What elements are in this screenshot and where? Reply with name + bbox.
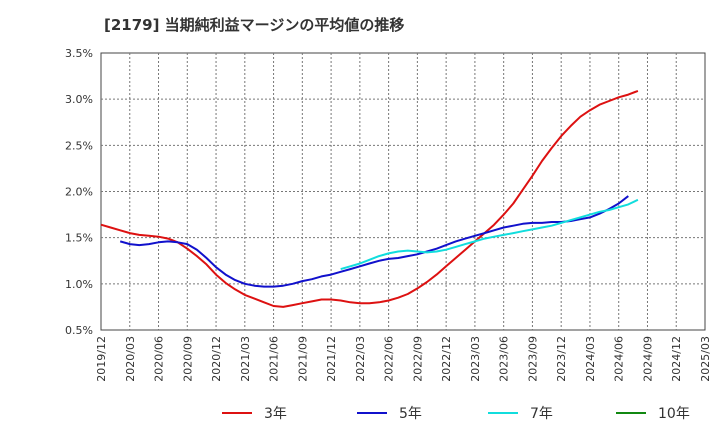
x-tick-label: 2020/09 bbox=[181, 336, 194, 382]
y-tick-label: 1.0% bbox=[65, 278, 93, 291]
x-tick-label: 2020/06 bbox=[153, 336, 166, 382]
legend-label: 7年 bbox=[530, 406, 553, 422]
y-tick-label: 1.5% bbox=[65, 232, 93, 245]
x-tick-label: 2023/03 bbox=[469, 336, 482, 382]
series-line-3年 bbox=[100, 89, 639, 308]
series-line-5年 bbox=[119, 195, 629, 288]
y-tick-label: 3.0% bbox=[65, 93, 93, 106]
x-tick-label: 2022/03 bbox=[354, 336, 367, 382]
x-tick-label: 2021/09 bbox=[296, 336, 309, 382]
x-tick-label: 2024/06 bbox=[613, 336, 626, 382]
x-tick-label: 2024/03 bbox=[584, 336, 597, 382]
y-tick-label: 0.5% bbox=[65, 324, 93, 337]
x-tick-label: 2022/06 bbox=[383, 336, 396, 382]
x-tick-label: 2022/09 bbox=[411, 336, 424, 382]
x-tick-label: 2025/03 bbox=[699, 336, 712, 382]
x-tick-label: 2020/12 bbox=[210, 336, 223, 382]
legend-label: 3年 bbox=[264, 406, 287, 422]
y-tick-label: 2.5% bbox=[65, 139, 93, 152]
legend-label: 10年 bbox=[658, 406, 690, 422]
x-tick-label: 2023/09 bbox=[526, 336, 539, 382]
y-tick-label: 2.0% bbox=[65, 186, 93, 199]
x-tick-label: 2023/12 bbox=[555, 336, 568, 382]
legend-label: 5年 bbox=[399, 406, 422, 422]
x-tick-label: 2024/09 bbox=[641, 336, 654, 382]
y-tick-label: 3.5% bbox=[65, 47, 93, 60]
x-tick-label: 2022/12 bbox=[440, 336, 453, 382]
x-tick-label: 2023/06 bbox=[498, 336, 511, 382]
series-line-7年 bbox=[340, 198, 639, 271]
x-tick-label: 2019/12 bbox=[95, 336, 108, 382]
x-tick-label: 2024/12 bbox=[670, 336, 683, 382]
chart-title: [2179] 当期純利益マージンの平均値の推移 bbox=[104, 16, 405, 34]
x-tick-label: 2020/03 bbox=[124, 336, 137, 382]
x-tick-label: 2021/06 bbox=[268, 336, 281, 382]
x-tick-label: 2021/12 bbox=[325, 336, 338, 382]
x-tick-label: 2021/03 bbox=[239, 336, 252, 382]
